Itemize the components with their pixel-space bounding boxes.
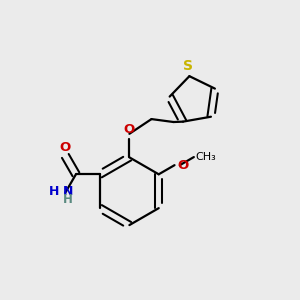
Text: H: H <box>49 185 59 198</box>
Text: CH₃: CH₃ <box>195 152 216 162</box>
Text: O: O <box>177 159 188 172</box>
Text: N: N <box>62 185 73 198</box>
Text: S: S <box>183 58 193 73</box>
Text: O: O <box>60 141 71 154</box>
Text: H: H <box>62 193 72 206</box>
Text: O: O <box>124 123 135 136</box>
